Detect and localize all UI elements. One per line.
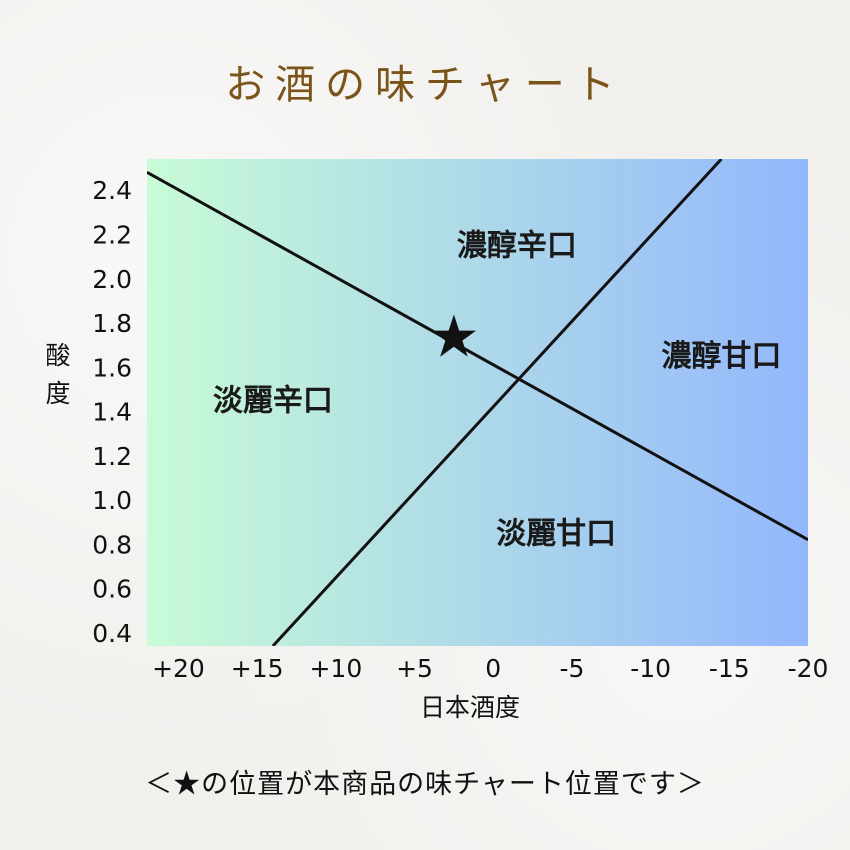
x-tick-label: -5 <box>559 654 584 683</box>
x-tick-label: +20 <box>152 654 205 683</box>
y-tick-label: 2.2 <box>92 220 132 249</box>
y-tick-label: 0.4 <box>92 619 132 648</box>
product-position-star: ★ <box>428 303 480 371</box>
region-label: 淡麗辛口 <box>213 384 333 419</box>
x-tick-label: +15 <box>231 654 284 683</box>
y-tick-label: 1.6 <box>92 353 132 382</box>
region-label: 淡麗甘口 <box>496 516 616 551</box>
x-tick-label: +5 <box>396 654 433 683</box>
y-tick-label: 1.4 <box>92 398 132 427</box>
x-axis-title: 日本酒度 <box>420 693 520 722</box>
y-tick-label: 2.0 <box>92 265 132 294</box>
x-tick-label: +10 <box>309 654 362 683</box>
x-tick-label: -10 <box>630 654 671 683</box>
plot-area <box>147 159 808 646</box>
footer-note: ＜★の位置が本商品の味チャート位置です＞ <box>145 769 705 800</box>
y-axis-title: 酸度 <box>45 341 70 408</box>
divider-line-2 <box>271 159 723 646</box>
y-tick-label: 1.8 <box>92 309 132 338</box>
y-tick-label: 0.8 <box>92 530 132 559</box>
x-tick-label: -15 <box>709 654 750 683</box>
x-tick-label: 0 <box>485 654 501 683</box>
chart-title: お酒の味チャート <box>225 62 625 108</box>
region-label: 濃醇辛口 <box>457 229 577 264</box>
divider-line-1 <box>147 170 808 542</box>
x-tick-label: -20 <box>788 654 829 683</box>
y-tick-label: 1.2 <box>92 442 132 471</box>
y-tick-label: 0.6 <box>92 575 132 604</box>
y-tick-label: 1.0 <box>92 486 132 515</box>
y-tick-label: 2.4 <box>92 176 132 205</box>
region-label: 濃醇甘口 <box>661 339 781 374</box>
